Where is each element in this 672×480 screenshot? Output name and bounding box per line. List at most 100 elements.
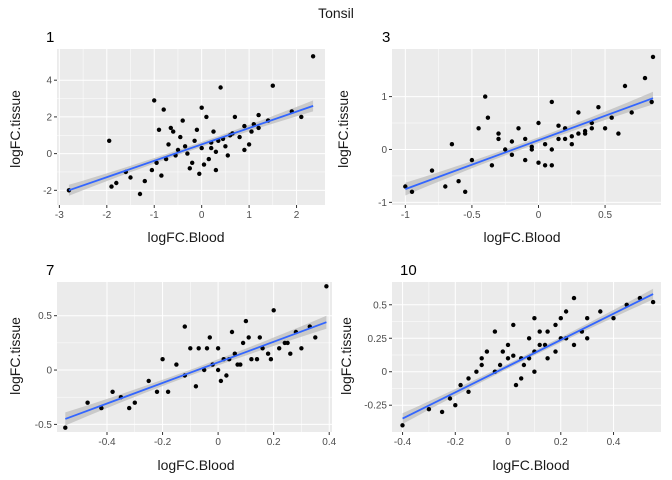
data-point <box>180 118 185 123</box>
panel-10: -0.4 -0.2 0 0.2 0.4 -0.25 0 0.25 0.5 10 logFC.Bl… <box>338 262 661 473</box>
x-tick-label: -2 <box>102 210 111 221</box>
data-point <box>532 369 537 374</box>
data-point <box>505 342 511 348</box>
data-point <box>409 189 415 194</box>
data-point <box>256 112 261 118</box>
data-point <box>536 160 541 165</box>
data-point <box>288 351 293 356</box>
x-axis-title: logFC.Blood <box>492 457 569 473</box>
y-tick-label: -0.25 <box>364 401 387 412</box>
data-point <box>576 110 581 115</box>
data-point <box>114 180 119 186</box>
data-point <box>426 407 432 412</box>
data-point <box>142 178 147 184</box>
data-point <box>206 156 211 162</box>
data-point <box>110 389 115 394</box>
data-point <box>479 362 484 368</box>
data-point <box>165 389 171 394</box>
data-point <box>589 126 594 131</box>
data-point <box>270 83 275 88</box>
data-point <box>496 136 501 142</box>
data-point <box>483 94 488 99</box>
data-point <box>132 400 137 405</box>
data-point <box>582 128 588 134</box>
data-point <box>403 184 408 189</box>
x-tick-label: 0.4 <box>322 437 336 448</box>
data-point <box>192 138 197 143</box>
y-tick-label: 0 <box>46 149 52 160</box>
data-point <box>650 299 656 305</box>
data-point <box>532 316 537 321</box>
data-point <box>542 163 548 168</box>
data-point <box>622 83 628 89</box>
data-point <box>650 54 656 60</box>
data-point <box>171 129 176 134</box>
x-tick-label: 1 <box>246 210 252 221</box>
data-point <box>449 142 455 147</box>
y-tick-label: -0.5 <box>35 420 53 431</box>
data-point <box>503 147 508 152</box>
data-point <box>485 115 491 120</box>
data-point <box>256 125 261 131</box>
data-point <box>271 308 276 313</box>
data-point <box>571 342 577 348</box>
y-tick-label: 0.25 <box>368 334 388 345</box>
data-point <box>537 329 542 334</box>
data-point <box>456 179 461 184</box>
data-point <box>642 75 648 81</box>
data-point <box>232 351 237 356</box>
data-point <box>536 120 541 126</box>
data-point <box>479 356 484 361</box>
data-point <box>474 369 479 374</box>
data-point <box>187 166 192 171</box>
y-tick-label: 4 <box>46 76 52 87</box>
data-point <box>324 284 329 289</box>
data-point <box>242 123 247 129</box>
figure-title: Tonsil <box>318 5 354 21</box>
fit-line <box>68 105 314 192</box>
data-point <box>571 295 577 301</box>
data-point <box>556 123 561 128</box>
x-tick-label: 0.2 <box>267 437 281 448</box>
data-point <box>182 144 188 149</box>
data-point <box>542 342 548 348</box>
data-point <box>585 316 590 321</box>
data-point <box>542 142 548 147</box>
data-point <box>443 184 448 189</box>
panel-7: -0.4 -0.2 0 0.2 0.4 -0.5 0 0.5 7 logFC.Blood lo… <box>7 262 337 473</box>
data-point <box>237 134 242 140</box>
data-point <box>63 425 68 430</box>
data-point <box>562 136 568 142</box>
data-point <box>99 405 104 411</box>
data-point <box>526 336 532 341</box>
data-point <box>218 85 223 90</box>
data-point <box>549 99 554 105</box>
data-point <box>196 346 201 351</box>
data-point <box>563 309 569 314</box>
data-point <box>616 131 621 136</box>
panel-title: 10 <box>400 262 417 279</box>
x-tick-label: 0 <box>215 437 221 448</box>
panel-title: 7 <box>46 262 54 279</box>
data-point <box>529 144 534 149</box>
data-point <box>85 400 90 405</box>
data-point <box>257 335 262 340</box>
x-tick-label: 0 <box>505 437 511 448</box>
y-axis-title: logFC.tissue <box>338 317 354 395</box>
data-point <box>585 336 590 341</box>
data-point <box>611 316 616 321</box>
data-point <box>152 98 157 103</box>
data-point <box>400 423 405 428</box>
data-point <box>109 184 114 189</box>
data-point <box>154 389 160 394</box>
data-point <box>545 329 550 334</box>
data-point <box>240 340 246 346</box>
data-point <box>545 356 550 361</box>
x-tick-label: -0.4 <box>394 437 412 448</box>
panel-3: -1 -0.5 0 0.5 -1 0 1 3 logFC.Blood logFC.tissu… <box>335 29 661 245</box>
x-tick-label: -0.5 <box>463 210 481 221</box>
data-point <box>277 346 282 351</box>
y-tick-label: 1 <box>381 92 387 103</box>
data-point <box>213 149 219 154</box>
